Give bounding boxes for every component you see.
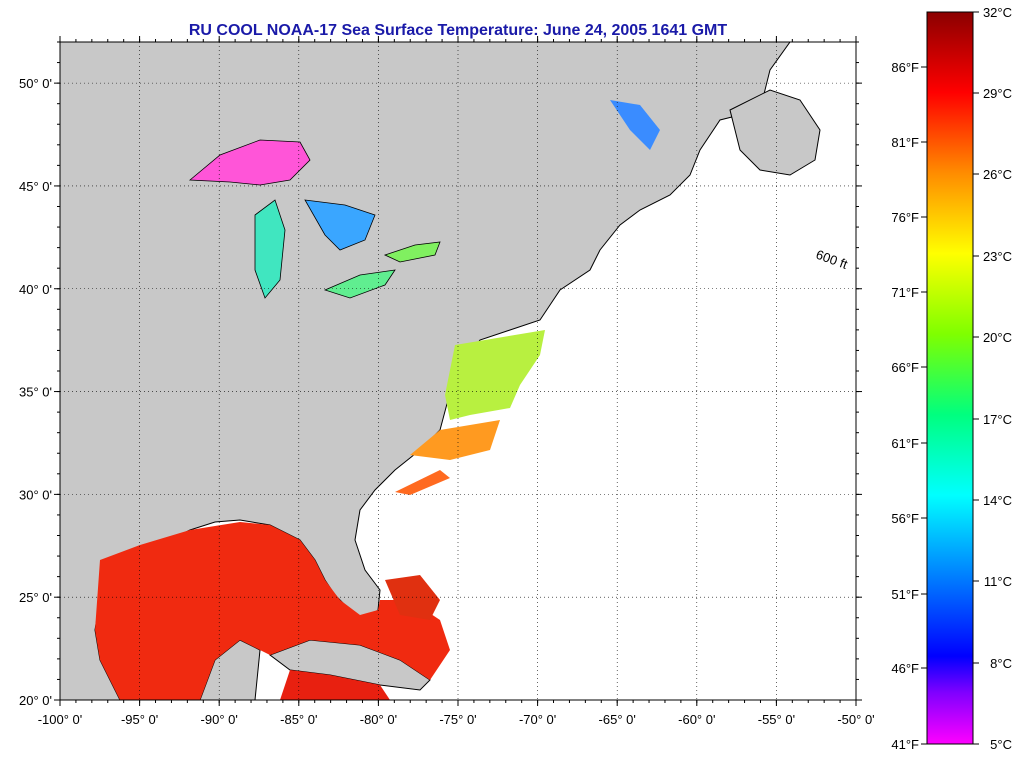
- colorbar-celsius-label: 17°C: [983, 412, 1012, 427]
- sst-lake-huron: [304, 199, 376, 251]
- sst-lake-superior: [188, 139, 311, 186]
- colorbar-celsius-label: 11°C: [984, 574, 1012, 589]
- x-tick-label: -80° 0': [360, 712, 397, 727]
- x-tick-label: -50° 0': [837, 712, 874, 727]
- x-tick-label: -55° 0': [758, 712, 795, 727]
- colorbar-celsius-labels: 32°C 29°C 26°C 23°C 20°C 17°C 14°C 11°C 8°C 5°C: [983, 5, 1012, 752]
- colorbar-celsius-label: 8°C: [990, 656, 1012, 671]
- colorbar-celsius-label: 29°C: [983, 86, 1012, 101]
- colorbar-fahrenheit-label: 51°F: [891, 587, 919, 602]
- x-tick-label: -60° 0': [678, 712, 715, 727]
- y-tick-label: 30° 0': [19, 487, 52, 502]
- colorbar-fahrenheit-label: 66°F: [891, 360, 919, 375]
- colorbar-fahrenheit-label: 41°F: [891, 737, 919, 752]
- x-tick-label: -95° 0': [121, 712, 158, 727]
- x-tick-label: -65° 0': [599, 712, 636, 727]
- x-tick-label: -100° 0': [38, 712, 83, 727]
- colorbar-fahrenheit-label: 76°F: [891, 210, 919, 225]
- sst-mid-atlantic: [445, 330, 545, 420]
- sst-lake-ontario: [383, 241, 441, 263]
- x-tick-label: -85° 0': [280, 712, 317, 727]
- colorbar-ticks: [921, 11, 979, 745]
- sst-florida-east: [385, 575, 440, 620]
- colorbar-celsius-label: 20°C: [983, 330, 1012, 345]
- sst-lake-erie: [323, 269, 396, 299]
- x-tick-label: -90° 0': [201, 712, 238, 727]
- y-tick-label: 50° 0': [19, 76, 52, 91]
- map-title: RU COOL NOAA-17 Sea Surface Temperature:…: [188, 22, 728, 39]
- colorbar-fahrenheit-label: 81°F: [891, 135, 919, 150]
- colorbar-celsius-label: 5°C: [990, 737, 1012, 752]
- sst-caribbean: [280, 670, 390, 700]
- map-layers: [60, 42, 821, 700]
- x-tick-label: -75° 0': [439, 712, 476, 727]
- y-tick-label: 25° 0': [19, 590, 52, 605]
- colorbar-fahrenheit-label: 56°F: [891, 511, 919, 526]
- y-tick-label: 20° 0': [19, 693, 52, 708]
- colorbar-fahrenheit-label: 46°F: [891, 661, 919, 676]
- colorbar-fahrenheit-label: 71°F: [891, 285, 919, 300]
- colorbar-celsius-label: 32°C: [983, 5, 1012, 20]
- land-newfoundland: [729, 89, 821, 176]
- x-axis-labels: -100° 0' -95° 0' -90° 0' -85° 0' -80° 0' -75°…: [38, 712, 875, 727]
- sst-carolina-coast: [410, 420, 500, 460]
- y-tick-label: 40° 0': [19, 282, 52, 297]
- frame-ticks: [54, 36, 862, 706]
- colorbar: [926, 11, 974, 745]
- colorbar-fahrenheit-label: 61°F: [891, 436, 919, 451]
- colorbar-celsius-label: 23°C: [983, 249, 1012, 264]
- graticule: [60, 42, 856, 700]
- y-tick-label: 35° 0': [19, 385, 52, 400]
- colorbar-celsius-label: 14°C: [983, 493, 1012, 508]
- sst-lake-michigan: [254, 199, 286, 299]
- sst-st-lawrence: [610, 100, 660, 150]
- sst-georgia-shelf: [395, 470, 450, 495]
- y-tick-label: 45° 0': [19, 179, 52, 194]
- sst-gulf-of-mexico: [95, 522, 450, 700]
- y-axis-labels: 20° 0' 25° 0' 30° 0' 35° 0' 40° 0' 45° 0' 50° …: [19, 76, 52, 708]
- colorbar-celsius-label: 26°C: [983, 167, 1012, 182]
- x-tick-label: -70° 0': [519, 712, 556, 727]
- colorbar-fahrenheit-label: 86°F: [891, 60, 919, 75]
- colorbar-fahrenheit-labels: 86°F 81°F 76°F 71°F 66°F 61°F 56°F 51°F 46°F 41°F: [891, 60, 919, 752]
